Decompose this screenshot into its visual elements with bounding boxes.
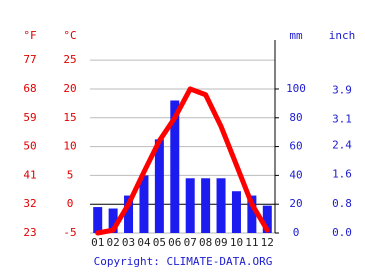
mm-tick-label: 100 [286, 82, 306, 95]
copyright: Copyright: CLIMATE-DATA.ORG [94, 255, 273, 268]
precipitation-bar [185, 178, 195, 233]
precipitation-bar [139, 175, 149, 233]
inch-axis-title: inch [329, 29, 356, 42]
inch-tick-label: 3.9 [332, 83, 352, 96]
mm-tick-label: 0 [293, 226, 300, 239]
f-tick-label: 23 [23, 226, 36, 239]
precipitation-bar [262, 205, 272, 233]
f-tick-label: 32 [23, 197, 36, 210]
mm-tick-label: 80 [289, 111, 302, 124]
c-tick-label: 20 [63, 82, 76, 95]
precipitation-bar [201, 178, 211, 233]
inch-tick-label: 0.8 [332, 197, 352, 210]
f-tick-label: 50 [23, 140, 36, 153]
f-tick-label: 41 [23, 168, 36, 181]
x-tick-label: 12 [261, 236, 274, 249]
x-tick-label: 10 [230, 236, 243, 249]
inch-tick-label: 0.0 [332, 226, 352, 239]
x-tick-label: 07 [184, 236, 197, 249]
mm-tick-label: 40 [289, 168, 302, 181]
f-tick-label: 59 [23, 111, 36, 124]
precipitation-bar [216, 178, 226, 233]
precipitation-bar [93, 207, 103, 233]
mm-tick-label: 60 [289, 140, 302, 153]
mm-axis-title: mm [289, 29, 303, 42]
x-tick-label: 02 [107, 236, 120, 249]
temperature-line [95, 86, 270, 236]
precipitation-bar [154, 139, 164, 233]
f-tick-label: 77 [23, 53, 36, 66]
c-tick-label: 5 [67, 168, 74, 181]
x-tick-label: 06 [168, 236, 181, 249]
inch-tick-label: 3.1 [332, 113, 352, 126]
x-tick-label: 04 [137, 236, 151, 249]
f-tick-label: 68 [23, 82, 36, 95]
f-axis-title: °F [23, 29, 36, 42]
x-tick-label: 08 [199, 236, 212, 249]
x-tick-label: 11 [245, 236, 258, 249]
x-tick-label: 05 [153, 236, 166, 249]
precipitation-bar [170, 100, 180, 233]
x-tick-label: 03 [122, 236, 135, 249]
precipitation-bar [108, 208, 118, 233]
c-tick-label: -5 [63, 226, 76, 239]
c-tick-label: 10 [63, 140, 76, 153]
precipitation-bar [247, 195, 257, 233]
c-tick-label: 15 [63, 111, 76, 124]
inch-tick-label: 2.4 [332, 138, 352, 151]
inch-tick-label: 1.6 [332, 168, 352, 181]
precipitation-bar [231, 191, 241, 233]
x-tick-label: 09 [214, 236, 227, 249]
x-tick-label: 01 [91, 236, 104, 249]
mm-tick-label: 20 [289, 197, 302, 210]
c-axis-title: °C [63, 29, 76, 42]
c-tick-label: 25 [63, 53, 76, 66]
c-tick-label: 0 [67, 197, 74, 210]
precipitation-bar [124, 195, 134, 233]
